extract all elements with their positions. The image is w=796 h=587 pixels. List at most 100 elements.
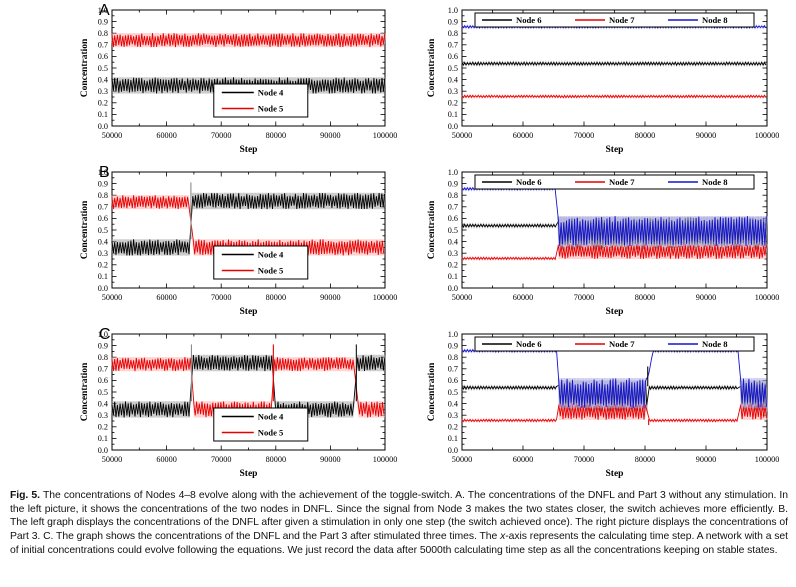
- x-tick-label: 60000: [156, 455, 176, 464]
- y-tick-label: 0.9: [98, 179, 108, 188]
- y-tick-label: 0.5: [98, 226, 108, 235]
- x-tick-label: 50000: [102, 455, 122, 464]
- chart-a-left-dnfl: 50000 60000 70000 80000 90000 100000 0.0 0.1 0.2…: [80, 6, 398, 155]
- y-tick-label: 1.0: [98, 6, 108, 15]
- y-tick-label: 0.8: [448, 191, 458, 200]
- y-tick-label: 0.2: [448, 423, 458, 432]
- x-tick-label: 70000: [211, 455, 231, 464]
- x-tick-label: 80000: [635, 131, 655, 140]
- x-tick-label: 70000: [574, 455, 594, 464]
- legend-box: [474, 12, 755, 28]
- legend-box: [213, 83, 309, 118]
- legend-label: Node 5: [258, 104, 284, 114]
- y-tick-label: 0.7: [98, 203, 108, 212]
- y-tick-label: 0.1: [448, 272, 458, 281]
- caption-part: Fig. 5.: [10, 490, 40, 501]
- legend-label: Node 7: [609, 15, 635, 25]
- y-tick-label: 0.6: [448, 214, 458, 223]
- y-tick-label: 0.9: [448, 17, 458, 26]
- y-tick-label: 0.3: [98, 411, 108, 420]
- y-tick-label: 0.4: [448, 399, 458, 408]
- y-axis-label: Concentration: [427, 38, 437, 97]
- x-tick-label: 70000: [574, 293, 594, 302]
- legend-box: [474, 336, 755, 352]
- x-axis-label: Step: [240, 145, 258, 155]
- legend-label: Node 6: [516, 15, 542, 25]
- x-tick-label: 90000: [696, 131, 716, 140]
- legend-box: [213, 245, 309, 280]
- y-tick-label: 0.9: [448, 179, 458, 188]
- figure-row-c: C 50000 60000 70000 80000 90000 100000 0.0 0.1 0…: [0, 326, 796, 486]
- y-tick-label: 0.8: [448, 353, 458, 362]
- y-tick-label: 0.3: [448, 249, 458, 258]
- y-tick-label: 1.0: [448, 330, 458, 339]
- series-line: [111, 33, 386, 48]
- y-tick-label: 0.0: [448, 284, 458, 293]
- y-tick-label: 1.0: [448, 6, 458, 15]
- y-tick-label: 0.6: [98, 52, 108, 61]
- legend-label: Node 8: [702, 15, 728, 25]
- y-tick-label: 0.2: [98, 423, 108, 432]
- x-tick-label: 100000: [373, 455, 398, 464]
- figure-row-a: A 50000 60000 70000 80000 90000 100000 0.0 0.1 0…: [0, 2, 796, 162]
- legend-label: Node 6: [516, 339, 542, 349]
- y-tick-label: 0.1: [448, 110, 458, 119]
- x-tick-label: 50000: [452, 293, 472, 302]
- y-axis-label: Concentration: [427, 362, 437, 421]
- y-tick-label: 0.0: [448, 446, 458, 455]
- x-tick-label: 100000: [373, 131, 398, 140]
- series-line: [461, 94, 767, 99]
- legend-label: Node 5: [258, 266, 284, 276]
- y-tick-label: 0.3: [448, 87, 458, 96]
- legend-box: [213, 407, 309, 442]
- y-tick-label: 0.7: [448, 41, 458, 50]
- y-tick-label: 0.9: [98, 17, 108, 26]
- y-axis-label: Concentration: [80, 200, 90, 259]
- figure-row-b: B 50000 60000 70000 80000 90000 100000 0.0 0.1 0…: [0, 164, 796, 324]
- legend-label: Node 7: [609, 339, 635, 349]
- y-tick-label: 0.4: [98, 237, 108, 246]
- y-tick-label: 0.7: [98, 365, 108, 374]
- series-halo: [557, 216, 768, 247]
- series-line: [111, 192, 385, 256]
- legend-label: Node 5: [258, 428, 284, 438]
- legend-label: Node 4: [258, 250, 284, 260]
- y-tick-label: 0.7: [98, 41, 108, 50]
- series-line: [461, 61, 767, 67]
- legend-label: Node 4: [258, 88, 284, 98]
- y-tick-label: 0.9: [98, 341, 108, 350]
- chart-b-right-part3: 50000 60000 70000 80000 90000 100000 0.0 0.1 0.2…: [427, 168, 779, 317]
- y-tick-label: 0.6: [98, 214, 108, 223]
- y-tick-label: 0.1: [448, 434, 458, 443]
- x-axis-label: Step: [606, 307, 624, 317]
- x-tick-label: 100000: [755, 455, 780, 464]
- x-tick-label: 80000: [635, 455, 655, 464]
- x-tick-label: 70000: [574, 131, 594, 140]
- y-tick-label: 0.6: [448, 376, 458, 385]
- y-tick-label: 0.2: [98, 261, 108, 270]
- x-tick-label: 100000: [755, 131, 780, 140]
- x-tick-label: 80000: [635, 293, 655, 302]
- x-tick-label: 60000: [513, 455, 533, 464]
- y-tick-label: 0.3: [448, 411, 458, 420]
- y-tick-label: 0.1: [98, 110, 108, 119]
- x-tick-label: 90000: [320, 455, 340, 464]
- y-tick-label: 0.4: [448, 75, 458, 84]
- caption-part: -axis represents the calculating time st…: [10, 531, 788, 556]
- series-line: [461, 243, 767, 261]
- y-tick-label: 0.8: [98, 29, 108, 38]
- x-tick-label: 90000: [696, 455, 716, 464]
- x-tick-label: 90000: [696, 293, 716, 302]
- y-tick-label: 0.2: [448, 99, 458, 108]
- panel-label-a: A: [99, 2, 110, 19]
- y-tick-label: 0.1: [98, 434, 108, 443]
- y-tick-label: 0.5: [98, 388, 108, 397]
- y-tick-label: 1.0: [98, 330, 108, 339]
- y-tick-label: 0.3: [98, 87, 108, 96]
- y-tick-label: 0.7: [448, 203, 458, 212]
- legend-label: Node 8: [702, 339, 728, 349]
- chart-c-left-dnfl: 50000 60000 70000 80000 90000 100000 0.0 0.1 0.2…: [80, 330, 398, 479]
- y-tick-label: 0.0: [448, 122, 458, 131]
- x-axis-label: Step: [240, 469, 258, 479]
- x-tick-label: 60000: [513, 131, 533, 140]
